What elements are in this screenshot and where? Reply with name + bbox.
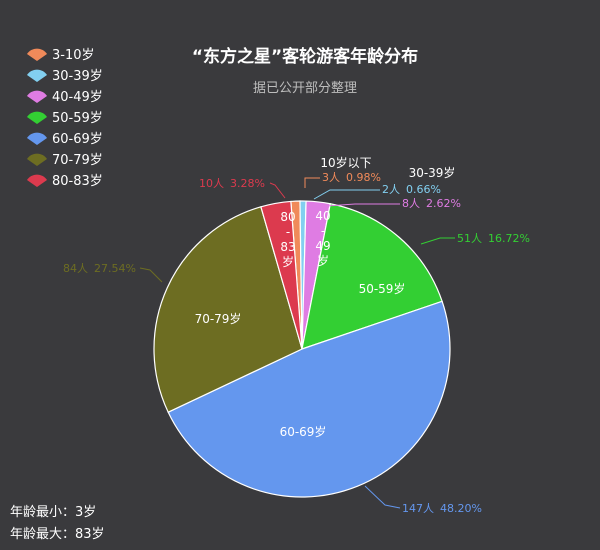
slice-count: 2人 bbox=[382, 183, 400, 196]
slice-inner-labels: 40 -49 岁 50-59岁 60-69岁 70-79岁 80 -83 岁 bbox=[195, 209, 406, 439]
slice-percent: 0.66% bbox=[406, 183, 441, 196]
slice-value-label: 10人 3.28% bbox=[199, 177, 265, 190]
slice-inner-label: 80 -83 岁 bbox=[280, 210, 295, 269]
legend-swatch bbox=[27, 111, 47, 124]
slice-percent: 2.62% bbox=[426, 197, 461, 210]
slice-percent: 48.20% bbox=[440, 502, 482, 515]
slice-count: 10人 bbox=[199, 177, 224, 190]
slice-count: 8人 bbox=[402, 197, 420, 210]
slice-count: 147人 bbox=[402, 502, 434, 515]
pie-slice-70-79岁[interactable] bbox=[153, 206, 303, 413]
slice-inner-label: 60-69岁 bbox=[280, 424, 327, 439]
legend-swatch bbox=[27, 90, 47, 103]
legend-swatch bbox=[27, 153, 47, 166]
leader-line bbox=[304, 177, 320, 188]
legend-swatch bbox=[27, 132, 47, 145]
slice-count: 51人 bbox=[457, 232, 482, 245]
leader-line bbox=[420, 237, 455, 245]
legend-swatch bbox=[27, 69, 47, 82]
legend-item-50-59岁[interactable]: 50-59岁 bbox=[27, 111, 103, 126]
slice-percent: 3.28% bbox=[230, 177, 265, 190]
slice-inner-label: 40 -49 岁 bbox=[315, 209, 330, 268]
leader-line bbox=[326, 203, 400, 207]
slice-inner-label: 50-59岁 bbox=[359, 281, 406, 296]
leader-line bbox=[313, 189, 380, 200]
slice-percent: 0.98% bbox=[346, 171, 381, 184]
pie-slice-80-83岁[interactable] bbox=[260, 200, 303, 350]
chart-title: “东方之星”客轮游客年龄分布 bbox=[192, 46, 418, 67]
legend-item-70-79岁[interactable]: 70-79岁 bbox=[27, 153, 103, 168]
pie-slice-60-69岁[interactable] bbox=[167, 300, 451, 498]
age-note: 年龄最小：3岁 bbox=[10, 505, 96, 520]
legend-item-40-49岁[interactable]: 40-49岁 bbox=[27, 90, 103, 105]
slice-value-label: 51人 16.72% bbox=[457, 232, 530, 245]
slice-outer-labels: 3人 0.98%2人 0.66%8人 2.62% 51人 16.72% 147人 48.20%… bbox=[63, 155, 530, 515]
slice-value-label: 8人 2.62% bbox=[402, 197, 461, 210]
leader-line bbox=[364, 485, 401, 509]
legend-label: 70-79岁 bbox=[52, 153, 103, 168]
pie-slices bbox=[153, 200, 451, 498]
slice-value-label: 3人 0.98% bbox=[322, 171, 381, 184]
legend-item-30-39岁[interactable]: 30-39岁 bbox=[27, 69, 103, 84]
leader-line bbox=[269, 182, 286, 199]
legend-label: 50-59岁 bbox=[52, 111, 103, 126]
slice-outer-title: 10岁以下 bbox=[320, 155, 371, 170]
legend-label: 40-49岁 bbox=[52, 90, 103, 105]
legend-swatch bbox=[27, 48, 47, 61]
slice-percent: 27.54% bbox=[94, 262, 136, 275]
legend-label: 3-10岁 bbox=[52, 48, 95, 63]
legend-item-3-10岁[interactable]: 3-10岁 bbox=[27, 48, 95, 63]
leader-line bbox=[139, 267, 163, 283]
slice-value-label: 2人 0.66% bbox=[382, 183, 441, 196]
legend-label: 30-39岁 bbox=[52, 69, 103, 84]
slice-percent: 16.72% bbox=[488, 232, 530, 245]
chart-subtitle: 据已公开部分整理 bbox=[253, 81, 357, 96]
legend-swatch bbox=[27, 174, 47, 187]
legend-item-80-83岁[interactable]: 80-83岁 bbox=[27, 174, 103, 189]
legend: 3-10岁 30-39岁 40-49岁 50-59岁 60-69岁 70-79岁 80-83… bbox=[27, 48, 103, 189]
legend-item-60-69岁[interactable]: 60-69岁 bbox=[27, 132, 103, 147]
slice-value-label: 84人 27.54% bbox=[63, 262, 136, 275]
slice-count: 3人 bbox=[322, 171, 340, 184]
age-note: 年龄最大：83岁 bbox=[10, 527, 105, 542]
slice-value-label: 147人 48.20% bbox=[402, 502, 482, 515]
slice-inner-label: 70-79岁 bbox=[195, 311, 242, 326]
slice-outer-title: 30-39岁 bbox=[409, 165, 456, 180]
slice-count: 84人 bbox=[63, 262, 88, 275]
legend-label: 80-83岁 bbox=[52, 174, 103, 189]
legend-label: 60-69岁 bbox=[52, 132, 103, 147]
